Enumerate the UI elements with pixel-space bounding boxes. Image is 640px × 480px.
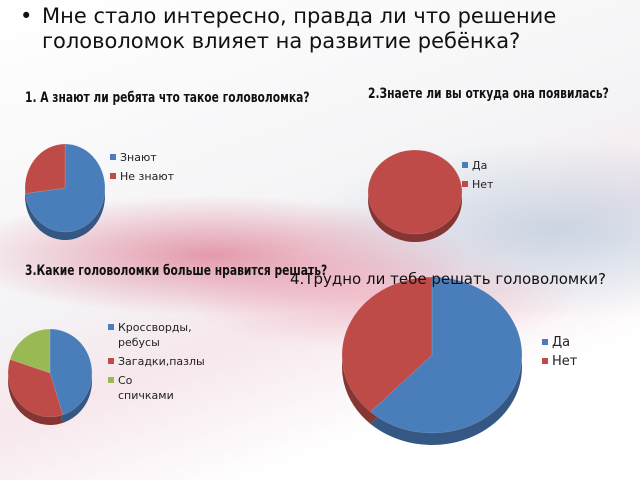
chart-title: 1. А знают ли ребята что такое головолом… bbox=[25, 90, 310, 106]
legend-label: Нет bbox=[552, 354, 578, 369]
pie-slice bbox=[7, 359, 64, 418]
legend-item: Со спичками bbox=[108, 373, 174, 403]
legend-item: Нет bbox=[542, 354, 612, 369]
pie-slice bbox=[49, 328, 93, 416]
legend-label: Со спичками bbox=[118, 374, 174, 402]
legend-swatch bbox=[108, 377, 114, 383]
legend: Да Нет bbox=[462, 158, 522, 196]
legend-item: Не знают bbox=[110, 169, 200, 184]
legend-item: Кроссворды, ребусы bbox=[108, 320, 192, 350]
pie bbox=[341, 276, 523, 446]
legend-swatch bbox=[542, 339, 548, 345]
legend-label: Не знают bbox=[120, 170, 174, 183]
legend-item: Знают bbox=[110, 150, 200, 165]
chart-title: 2.Знаете ли вы откуда она появилась? bbox=[368, 86, 609, 102]
pie-slice bbox=[24, 143, 66, 194]
legend-swatch bbox=[542, 358, 548, 364]
legend-swatch bbox=[110, 173, 116, 179]
legend-swatch bbox=[108, 358, 114, 364]
pie-slice bbox=[367, 149, 463, 235]
legend: Кроссворды, ребусы Загадки,пазлы Со спичка… bbox=[108, 320, 205, 407]
slide-title: Мне стало интересно, правда ли что решен… bbox=[20, 4, 602, 54]
legend-label: Знают bbox=[120, 151, 157, 164]
pie-slice bbox=[25, 143, 106, 233]
chart-title: 4.Трудно ли тебе решать головоломки? bbox=[290, 270, 607, 288]
legend-swatch bbox=[108, 324, 114, 330]
legend-label: Да bbox=[472, 159, 488, 172]
chart-title: 3.Какие головоломки больше нравится реша… bbox=[25, 263, 328, 279]
legend-item: Нет bbox=[462, 177, 522, 192]
legend-swatch bbox=[462, 181, 468, 187]
legend: Да Нет bbox=[542, 335, 612, 373]
legend-label: Да bbox=[552, 335, 571, 350]
legend-label: Нет bbox=[472, 178, 494, 191]
legend-swatch bbox=[462, 162, 468, 168]
pie-slice bbox=[341, 276, 433, 413]
legend-item: Да bbox=[542, 335, 612, 350]
pie bbox=[367, 149, 463, 242]
legend-label: Загадки,пазлы bbox=[118, 355, 205, 368]
legend: Знают Не знают bbox=[110, 150, 200, 188]
legend-swatch bbox=[110, 154, 116, 160]
legend-label: Кроссворды, ребусы bbox=[118, 321, 192, 349]
legend-item: Загадки,пазлы bbox=[108, 354, 205, 369]
pie-slice bbox=[370, 276, 523, 434]
pie bbox=[24, 143, 106, 240]
pie-slice bbox=[9, 328, 51, 374]
pie bbox=[7, 328, 93, 425]
legend-item: Да bbox=[462, 158, 522, 173]
